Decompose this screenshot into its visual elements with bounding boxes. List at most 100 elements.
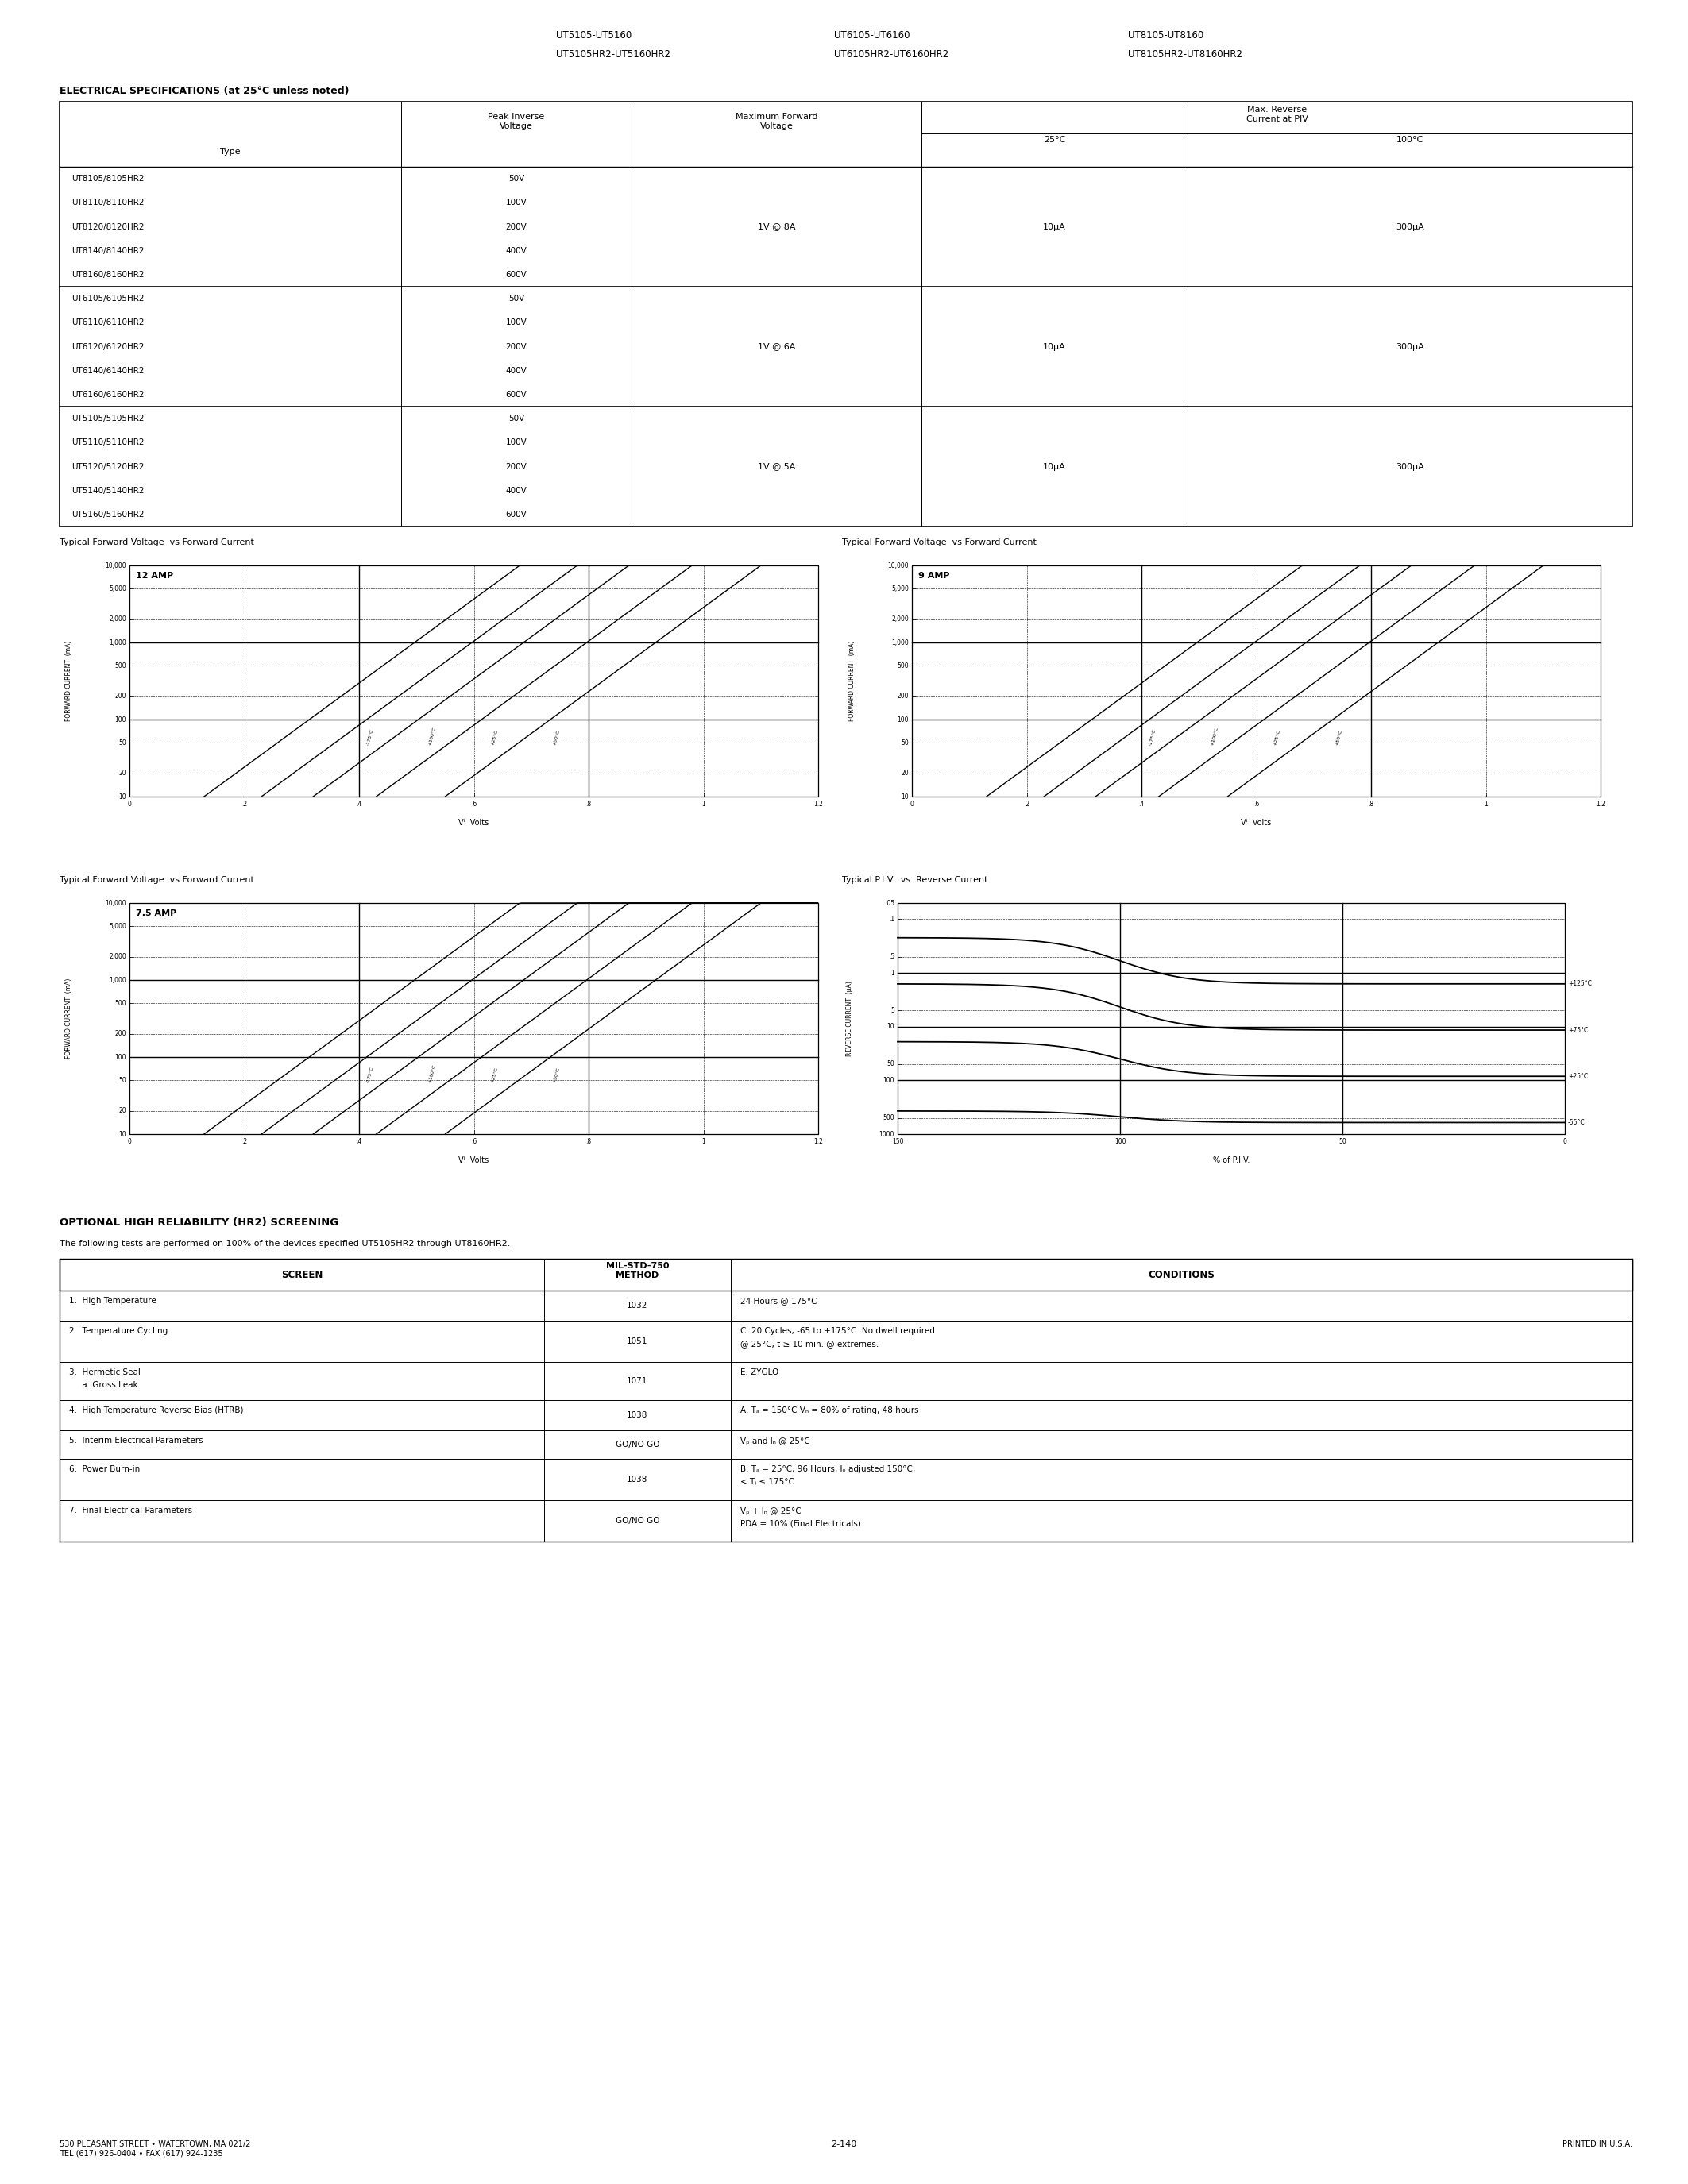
Text: +100°C: +100°C	[429, 1064, 437, 1083]
Text: -175°C: -175°C	[366, 727, 375, 745]
Text: .2: .2	[241, 1138, 246, 1144]
Text: 100V: 100V	[506, 319, 527, 328]
Text: SCREEN: SCREEN	[280, 1269, 322, 1280]
Text: .2: .2	[241, 802, 246, 808]
Text: UT5110/5110HR2: UT5110/5110HR2	[71, 439, 143, 446]
Text: 100V: 100V	[506, 439, 527, 446]
Text: Vⁱ  Volts: Vⁱ Volts	[459, 819, 490, 828]
Text: 10: 10	[886, 1022, 895, 1031]
Text: 10μA: 10μA	[1043, 223, 1065, 232]
Text: UT5140/5140HR2: UT5140/5140HR2	[71, 487, 143, 494]
Text: +75°C: +75°C	[1568, 1026, 1588, 1033]
Text: E. ZYGLO: E. ZYGLO	[741, 1369, 778, 1376]
Text: .8: .8	[586, 1138, 591, 1144]
Text: +125°C: +125°C	[1568, 981, 1592, 987]
Bar	[898, 902, 1565, 1133]
Text: Vₚ and Iₙ @ 25°C: Vₚ and Iₙ @ 25°C	[741, 1437, 810, 1444]
Text: 200V: 200V	[506, 223, 527, 232]
Text: GO/NO GO: GO/NO GO	[616, 1441, 660, 1448]
Text: 1V @ 5A: 1V @ 5A	[758, 463, 795, 470]
Text: 1: 1	[702, 802, 706, 808]
Text: 50V: 50V	[508, 175, 525, 183]
Text: UT8140/8140HR2: UT8140/8140HR2	[71, 247, 143, 256]
Text: UT6105HR2-UT6160HR2: UT6105HR2-UT6160HR2	[834, 50, 949, 59]
Text: Maximum Forward
Voltage: Maximum Forward Voltage	[736, 114, 817, 129]
Text: UT5105HR2-UT5160HR2: UT5105HR2-UT5160HR2	[555, 50, 670, 59]
Text: 600V: 600V	[506, 511, 527, 518]
Text: 1: 1	[1484, 802, 1487, 808]
Text: UT5105-UT5160: UT5105-UT5160	[555, 31, 631, 41]
Text: UT6105-UT6160: UT6105-UT6160	[834, 31, 910, 41]
Text: UT6105/6105HR2: UT6105/6105HR2	[71, 295, 143, 304]
Text: +25°C: +25°C	[491, 1066, 498, 1083]
Text: UT8105HR2-UT8160HR2: UT8105HR2-UT8160HR2	[1128, 50, 1242, 59]
Text: -175°C: -175°C	[366, 1066, 375, 1083]
Text: Typical Forward Voltage  vs Forward Current: Typical Forward Voltage vs Forward Curre…	[59, 539, 255, 546]
Text: .8: .8	[586, 802, 591, 808]
Text: 200V: 200V	[506, 343, 527, 352]
Text: 1000: 1000	[879, 1131, 895, 1138]
Text: 1.2: 1.2	[814, 1138, 824, 1144]
Text: UT8160/8160HR2: UT8160/8160HR2	[71, 271, 143, 280]
Text: 500: 500	[115, 1000, 127, 1007]
Text: UT8105-UT8160: UT8105-UT8160	[1128, 31, 1204, 41]
Text: 100: 100	[883, 1077, 895, 1083]
Bar	[912, 566, 1600, 797]
Text: 100°C: 100°C	[1396, 135, 1423, 144]
Text: +25°C: +25°C	[1568, 1072, 1588, 1079]
Text: .4: .4	[356, 802, 361, 808]
Text: 10: 10	[118, 793, 127, 799]
Text: A. Tₐ = 150°C Vₙ = 80% of rating, 48 hours: A. Tₐ = 150°C Vₙ = 80% of rating, 48 hou…	[741, 1406, 918, 1415]
Text: 50V: 50V	[508, 295, 525, 304]
Text: 1.2: 1.2	[1595, 802, 1605, 808]
Text: Typical P.I.V.  vs  Reverse Current: Typical P.I.V. vs Reverse Current	[842, 876, 987, 885]
Text: +50°C: +50°C	[552, 729, 560, 745]
Text: CONDITIONS: CONDITIONS	[1148, 1269, 1215, 1280]
Text: 10: 10	[118, 1131, 127, 1138]
Text: UT8120/8120HR2: UT8120/8120HR2	[71, 223, 143, 232]
Text: .2: .2	[1025, 802, 1030, 808]
Text: 50: 50	[886, 1061, 895, 1068]
Text: 600V: 600V	[506, 271, 527, 280]
Text: 25°C: 25°C	[1043, 135, 1065, 144]
Text: 0: 0	[910, 802, 913, 808]
Text: 150: 150	[891, 1138, 903, 1144]
Text: 0: 0	[128, 1138, 132, 1144]
Text: 10μA: 10μA	[1043, 343, 1065, 352]
Text: 10μA: 10μA	[1043, 463, 1065, 470]
Text: 100: 100	[115, 1053, 127, 1061]
Text: 9 AMP: 9 AMP	[918, 572, 950, 579]
Text: % of P.I.V.: % of P.I.V.	[1212, 1155, 1249, 1164]
Text: 100: 100	[898, 716, 908, 723]
Text: C. 20 Cycles, -65 to +175°C. No dwell required: C. 20 Cycles, -65 to +175°C. No dwell re…	[741, 1328, 935, 1334]
Text: 2.  Temperature Cycling: 2. Temperature Cycling	[69, 1328, 167, 1334]
Text: 500: 500	[883, 1114, 895, 1123]
Text: 10,000: 10,000	[105, 900, 127, 906]
Text: 200: 200	[115, 1031, 127, 1037]
Text: 1038: 1038	[626, 1411, 648, 1420]
Text: 50: 50	[901, 738, 908, 747]
Text: 7.5 AMP: 7.5 AMP	[135, 909, 177, 917]
Text: .6: .6	[1254, 802, 1259, 808]
Text: 1,000: 1,000	[110, 640, 127, 646]
Text: 20: 20	[901, 769, 908, 778]
Text: 400V: 400V	[506, 367, 527, 376]
Text: @ 25°C, t ≥ 10 min. @ extremes.: @ 25°C, t ≥ 10 min. @ extremes.	[741, 1339, 879, 1348]
Text: +50°C: +50°C	[552, 1066, 560, 1083]
Text: .6: .6	[471, 1138, 476, 1144]
Text: 10: 10	[901, 793, 908, 799]
Text: MIL-STD-750
METHOD: MIL-STD-750 METHOD	[606, 1262, 668, 1280]
Bar	[59, 1258, 1632, 1291]
Text: PRINTED IN U.S.A.: PRINTED IN U.S.A.	[1563, 2140, 1632, 2149]
Text: 1032: 1032	[626, 1302, 648, 1310]
Text: -55°C: -55°C	[1568, 1118, 1585, 1127]
Text: Typical Forward Voltage  vs Forward Current: Typical Forward Voltage vs Forward Curre…	[59, 876, 255, 885]
Text: 2,000: 2,000	[110, 952, 127, 961]
Bar	[130, 902, 819, 1133]
Text: 1V @ 6A: 1V @ 6A	[758, 343, 795, 352]
Text: 300μA: 300μA	[1396, 343, 1425, 352]
Text: 200V: 200V	[506, 463, 527, 470]
Text: Typical Forward Voltage  vs Forward Current: Typical Forward Voltage vs Forward Curre…	[842, 539, 1036, 546]
Text: UT5105/5105HR2: UT5105/5105HR2	[71, 415, 143, 422]
Text: 1,000: 1,000	[110, 976, 127, 983]
